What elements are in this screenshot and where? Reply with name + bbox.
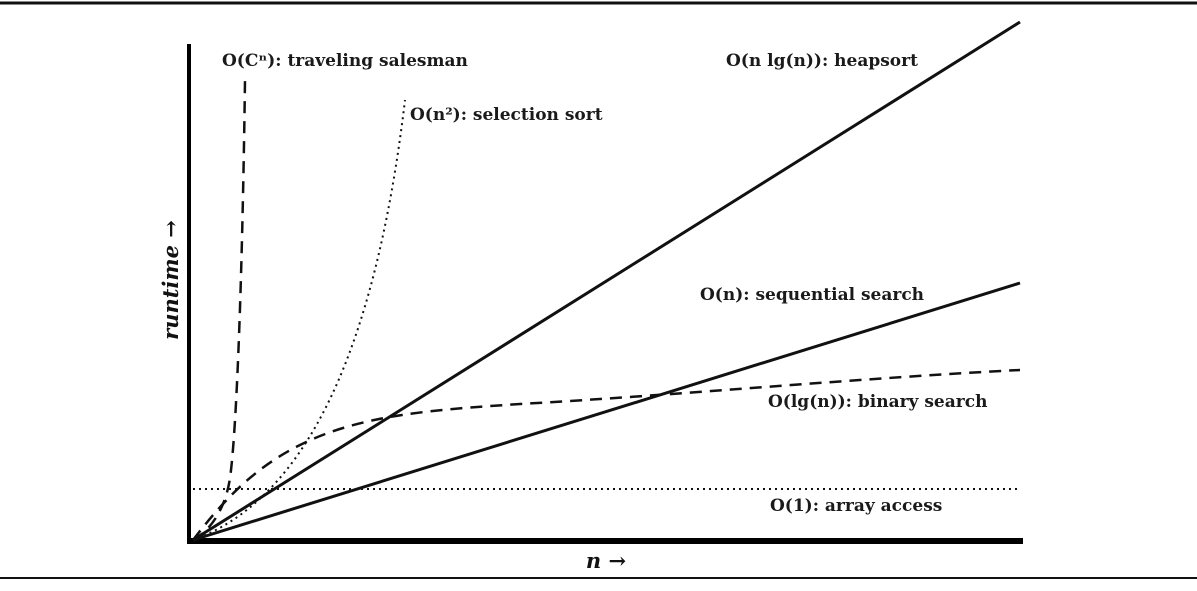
series-line-linear (192, 281, 1021, 542)
series-label-constant: O(1): array access (770, 496, 942, 516)
series-label-logarithmic: O(lg(n)): binary search (768, 392, 987, 412)
x-axis-label: n → (586, 548, 626, 573)
series-line-nlogn (192, 20, 1021, 542)
series-label-nlogn: O(n lg(n)): heapsort (726, 51, 918, 71)
series-label-quadratic: O(n²): selection sort (410, 105, 603, 125)
y-axis-label: runtime → (158, 220, 183, 340)
series-label-linear: O(n): sequential search (700, 285, 924, 305)
series-line-quadratic (192, 99, 406, 541)
series-line-logarithmic (192, 368, 1021, 541)
series-label-exponential: O(Cⁿ): traveling salesman (222, 51, 468, 71)
series-line-exponential (192, 79, 247, 542)
